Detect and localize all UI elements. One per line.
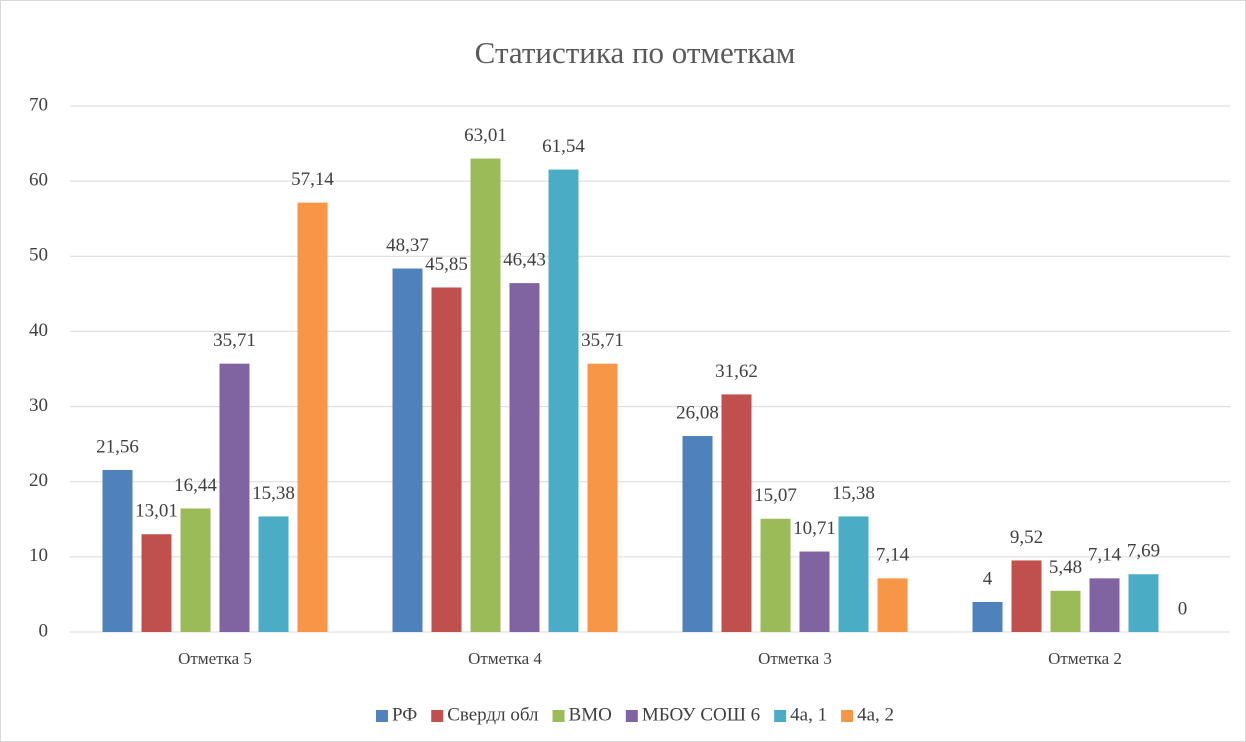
legend-label: ВМО bbox=[569, 704, 612, 725]
data-label: 15,38 bbox=[252, 483, 295, 504]
legend-swatch bbox=[552, 710, 565, 722]
legend-label: МБОУ СОШ 6 bbox=[642, 704, 760, 725]
y-tick-label: 70 bbox=[29, 94, 48, 115]
data-label: 16,44 bbox=[174, 475, 217, 496]
bar bbox=[141, 534, 172, 632]
bar bbox=[431, 287, 462, 632]
bar bbox=[1128, 574, 1159, 632]
bar bbox=[1050, 590, 1081, 632]
legend-label: 4а, 1 bbox=[790, 704, 827, 725]
chart-title: Статистика по отметкам bbox=[475, 35, 796, 70]
data-label: 21,56 bbox=[96, 436, 139, 457]
bar bbox=[258, 516, 289, 632]
data-label: 7,14 bbox=[1088, 545, 1122, 566]
y-tick-label: 60 bbox=[29, 170, 48, 191]
legend-swatch bbox=[841, 710, 854, 722]
legend-swatch bbox=[774, 710, 787, 722]
bar bbox=[682, 436, 713, 632]
bar bbox=[760, 518, 791, 632]
bar bbox=[219, 363, 250, 632]
x-tick-label: Отметка 5 bbox=[178, 649, 252, 668]
data-label: 15,38 bbox=[832, 483, 875, 504]
y-tick-label: 30 bbox=[29, 395, 48, 416]
data-label: 35,71 bbox=[581, 330, 624, 351]
bar bbox=[838, 516, 869, 632]
bar bbox=[972, 601, 1003, 632]
data-label: 31,62 bbox=[715, 361, 758, 382]
bar bbox=[877, 578, 908, 632]
data-label: 57,14 bbox=[291, 169, 334, 190]
y-tick-label: 0 bbox=[39, 620, 49, 641]
data-label: 0 bbox=[1178, 598, 1188, 619]
bar bbox=[392, 268, 423, 632]
bar bbox=[548, 169, 579, 632]
bar bbox=[509, 283, 540, 632]
bar bbox=[102, 469, 133, 632]
legend-swatch bbox=[625, 710, 638, 722]
data-label: 45,85 bbox=[425, 254, 468, 275]
data-label: 7,14 bbox=[876, 545, 910, 566]
data-label: 35,71 bbox=[213, 330, 256, 351]
bar bbox=[180, 508, 211, 632]
y-tick-label: 50 bbox=[29, 245, 48, 266]
data-label: 4 bbox=[983, 568, 993, 589]
data-label: 7,69 bbox=[1127, 541, 1160, 562]
data-label: 61,54 bbox=[542, 136, 585, 157]
bar bbox=[470, 158, 501, 633]
data-label: 26,08 bbox=[676, 402, 719, 423]
data-label: 63,01 bbox=[464, 125, 507, 146]
x-tick-label: Отметка 2 bbox=[1048, 649, 1122, 668]
data-label: 48,37 bbox=[386, 235, 429, 256]
bar bbox=[1089, 578, 1120, 632]
data-label: 15,07 bbox=[754, 485, 797, 506]
data-label: 5,48 bbox=[1049, 557, 1082, 578]
y-tick-label: 10 bbox=[29, 545, 48, 566]
y-tick-label: 40 bbox=[29, 320, 48, 341]
legend-label: Свердл обл bbox=[447, 704, 539, 725]
bar bbox=[587, 363, 618, 632]
legend-label: РФ bbox=[392, 704, 417, 725]
y-tick-label: 20 bbox=[29, 470, 48, 491]
data-label: 46,43 bbox=[503, 249, 546, 270]
bar bbox=[721, 394, 752, 632]
legend-swatch bbox=[431, 710, 444, 722]
legend-label: 4а, 2 bbox=[857, 704, 894, 725]
data-label: 9,52 bbox=[1010, 527, 1043, 548]
bar bbox=[1011, 560, 1042, 632]
legend-swatch bbox=[375, 710, 388, 722]
data-label: 10,71 bbox=[793, 518, 836, 539]
x-tick-label: Отметка 4 bbox=[468, 649, 542, 668]
bar bbox=[799, 551, 830, 632]
bar bbox=[297, 202, 328, 632]
x-tick-label: Отметка 3 bbox=[758, 649, 832, 668]
data-label: 13,01 bbox=[135, 501, 178, 522]
